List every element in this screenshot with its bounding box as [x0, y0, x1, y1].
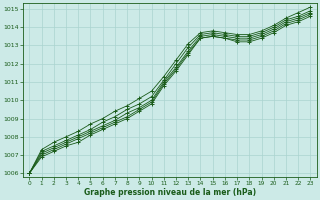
X-axis label: Graphe pression niveau de la mer (hPa): Graphe pression niveau de la mer (hPa) — [84, 188, 256, 197]
